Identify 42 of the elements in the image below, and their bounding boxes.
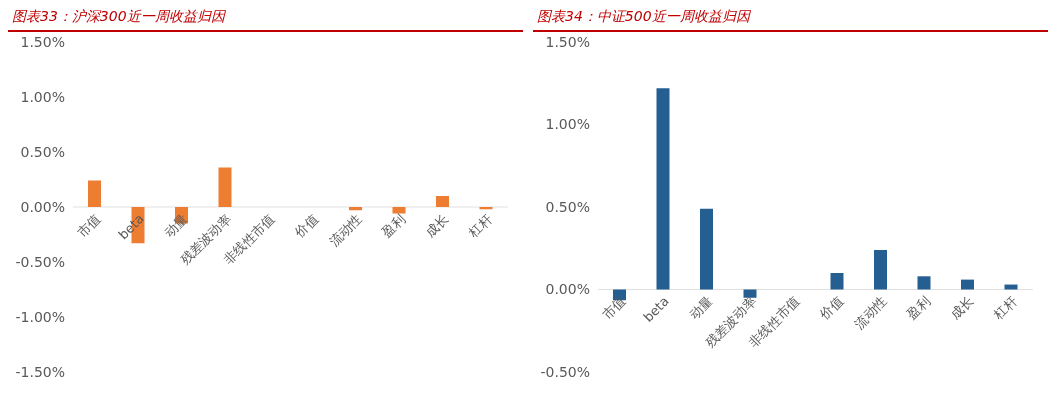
bar: [917, 276, 931, 290]
y-tick-label: 0.50%: [545, 198, 590, 215]
x-tick-label: 流动性: [326, 210, 365, 250]
y-tick-label: -1.50%: [15, 363, 65, 380]
y-tick-label: -1.00%: [15, 308, 65, 325]
bar: [1004, 284, 1018, 290]
y-tick-label: 1.50%: [545, 33, 590, 50]
y-tick-label: -0.50%: [15, 253, 65, 270]
x-tick-label: 动量: [161, 210, 191, 240]
bar: [218, 167, 232, 207]
chart-title: 图表34：中证500近一周收益归因: [533, 8, 1048, 32]
bar: [743, 289, 757, 298]
y-tick-label: -0.50%: [540, 363, 590, 380]
bar: [961, 279, 974, 290]
y-tick-label: 0.00%: [545, 281, 590, 298]
bar: [700, 208, 713, 290]
x-tick-label: 盈利: [378, 210, 408, 240]
x-tick-label: 成长: [422, 210, 452, 240]
x-tick-label: 盈利: [903, 293, 933, 323]
x-tick-label: 价值: [816, 293, 846, 324]
chart-title: 图表33：沪深300近一周收益归因: [8, 8, 523, 32]
x-tick-label: 价值: [291, 210, 321, 241]
bar: [830, 273, 844, 290]
y-tick-label: 1.00%: [20, 88, 65, 105]
bar: [392, 207, 406, 214]
x-tick-label: 市值: [599, 293, 629, 323]
bar: [349, 207, 362, 211]
y-tick-label: 0.50%: [20, 143, 65, 160]
bar: [436, 196, 449, 207]
bar: [88, 180, 101, 207]
x-tick-label: 市值: [74, 210, 104, 240]
bar: [874, 249, 887, 290]
x-tick-label: 成长: [947, 293, 977, 323]
y-tick-label: 1.50%: [20, 33, 65, 50]
x-tick-label: 流动性: [851, 293, 890, 332]
bar: [656, 88, 670, 290]
x-tick-label: 杠杆: [465, 210, 495, 241]
x-tick-label: 杠杆: [990, 293, 1020, 324]
x-tick-label: 动量: [686, 293, 716, 323]
y-tick-label: 1.00%: [545, 116, 590, 133]
y-tick-label: 0.00%: [20, 198, 65, 215]
bar: [479, 207, 493, 210]
